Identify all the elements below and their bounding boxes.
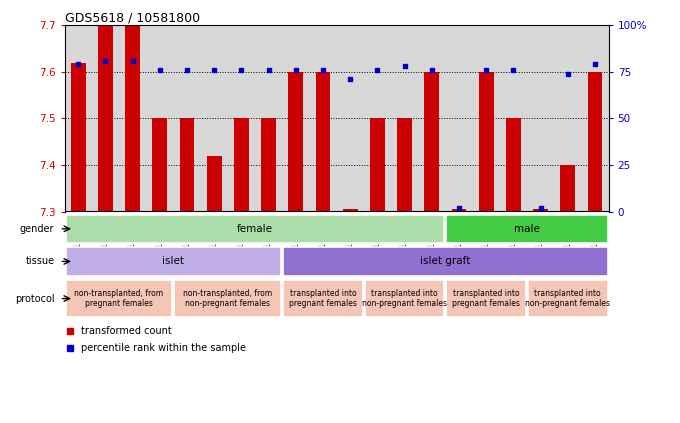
Bar (316, 72, 330, 212)
Bar (527, 25, 554, 212)
Bar (98, 25, 113, 212)
Bar (201, 25, 228, 212)
Bar (337, 25, 364, 212)
Bar (288, 72, 303, 212)
Bar (173, 25, 201, 212)
Bar (452, 209, 466, 212)
Text: non-transplanted, from
pregnant females: non-transplanted, from pregnant females (74, 289, 164, 308)
Text: transplanted into
non-pregnant females: transplanted into non-pregnant females (526, 289, 611, 308)
Bar (370, 118, 385, 212)
Bar (309, 25, 337, 212)
Text: percentile rank within the sample: percentile rank within the sample (81, 343, 246, 353)
Text: transplanted into
pregnant females: transplanted into pregnant females (452, 289, 520, 308)
Bar (180, 118, 194, 212)
Bar (473, 25, 500, 212)
Bar (282, 25, 309, 212)
Text: transplanted into
non-pregnant females: transplanted into non-pregnant females (362, 289, 447, 308)
Bar (255, 25, 282, 212)
Text: male: male (514, 224, 540, 234)
Text: gender: gender (20, 224, 54, 234)
Bar (175, 280, 281, 317)
Bar (581, 25, 609, 212)
Bar (391, 25, 418, 212)
Bar (528, 280, 607, 317)
Bar (506, 118, 521, 212)
Bar (92, 25, 119, 212)
Text: tissue: tissue (25, 256, 54, 266)
Text: female: female (237, 224, 273, 234)
Text: transformed count: transformed count (81, 326, 171, 336)
Text: protocol: protocol (15, 294, 54, 304)
Bar (588, 72, 602, 212)
Bar (479, 72, 494, 212)
Text: transplanted into
pregnant females: transplanted into pregnant females (289, 289, 357, 308)
Bar (445, 25, 473, 212)
Bar (125, 25, 140, 212)
Bar (554, 25, 581, 212)
Bar (284, 280, 362, 317)
Bar (119, 25, 146, 212)
Bar (65, 25, 92, 212)
Bar (228, 25, 255, 212)
Text: islet: islet (163, 256, 184, 266)
Bar (71, 63, 86, 212)
Bar (500, 25, 527, 212)
Bar (261, 118, 276, 212)
Bar (207, 156, 222, 212)
Bar (365, 280, 444, 317)
Bar (66, 214, 444, 243)
Text: islet graft: islet graft (420, 256, 471, 266)
Bar (234, 118, 249, 212)
Bar (284, 247, 607, 276)
Bar (397, 118, 412, 212)
Bar (364, 25, 391, 212)
Bar (152, 118, 167, 212)
Bar (560, 165, 575, 212)
Text: non-transplanted, from
non-pregnant females: non-transplanted, from non-pregnant fema… (183, 289, 273, 308)
Bar (418, 25, 445, 212)
Bar (424, 72, 439, 212)
Bar (146, 25, 173, 212)
Bar (447, 214, 607, 243)
Bar (447, 280, 526, 317)
Bar (343, 209, 358, 212)
Bar (66, 247, 281, 276)
Bar (533, 209, 548, 212)
Text: GDS5618 / 10581800: GDS5618 / 10581800 (65, 11, 200, 24)
Bar (66, 280, 172, 317)
